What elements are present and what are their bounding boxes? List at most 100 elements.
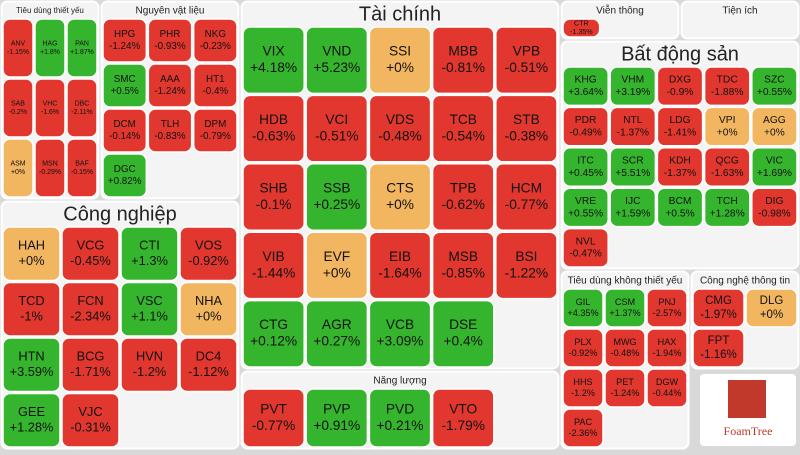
group-title: Tài chính [359,3,441,25]
tile-change: -1.41% [664,127,696,138]
tile-change: +0% [717,127,738,138]
tile [34,138,66,198]
tile-ticker: PVD [386,401,414,416]
tile-ticker: VSC [136,293,162,308]
tile [703,187,751,228]
tile-change: -0.23% [200,41,231,52]
tile [66,18,98,78]
tile-change: +0% [764,127,785,138]
tile-change: -0.2% [9,109,27,116]
tile-ticker: VOS [195,237,222,252]
tile [431,163,495,231]
tile-change: +0.25% [313,197,360,212]
tile [562,368,604,408]
tile-change: +3.19% [615,87,650,98]
tile-change: -0.93% [154,41,185,52]
tile-change: +0% [195,308,221,323]
tile [609,187,657,228]
tile-change: -0.38% [505,128,548,143]
tile [66,138,98,198]
tile-ticker: SMC [114,74,136,85]
group-title: Nguyên vật liệu [136,6,205,17]
tile-change: -1% [20,308,43,323]
tile [562,106,609,147]
tile [495,231,558,300]
tile-change: -0.85% [441,265,484,280]
tile-change: +1.69% [757,168,792,179]
tile-ticker: VCG [77,237,105,252]
tile [656,147,704,187]
tile [34,18,66,78]
tile-ticker: VDS [386,112,414,127]
tile-ticker: HVN [136,348,163,363]
tile [431,26,495,95]
logo-mark [728,380,766,418]
tile-ticker: FCN [77,293,103,308]
tile-ticker: TPB [450,180,477,195]
tile [562,18,601,38]
tile [368,299,432,368]
tile-change: -1.35% [570,28,593,36]
tile-change: -0.98% [758,208,790,219]
tile [2,78,34,138]
tile [692,288,745,328]
tile-change: -0.54% [441,128,484,143]
tile-ticker: IJC [625,196,641,207]
tile [120,281,179,337]
tile-change: -0.49% [569,127,601,138]
tile-change: -1.63% [711,168,743,179]
tile [242,299,305,368]
tile-change: +1.3% [131,253,168,268]
tile [2,226,61,282]
tile [61,281,120,337]
tile-ticker: HTN [18,348,44,363]
tile-ticker: DPM [204,119,226,130]
tile [431,388,495,448]
tile-change: +0.12% [250,334,297,349]
tile-change: -0.51% [505,60,548,75]
tile-ticker: HT1 [206,74,225,85]
tile-change: -0.62% [441,197,484,212]
tile [179,226,238,282]
tile-ticker: VPB [513,44,540,59]
tile-ticker: HAX [658,337,677,347]
tile-ticker: NKG [205,29,226,40]
tile-change: +0.5% [111,86,139,97]
tile-ticker: KDH [669,156,691,167]
tile [120,337,179,393]
watermark: FoamTree [724,424,773,438]
tile-change: -0.44% [653,388,682,398]
tile-ticker: HCM [511,180,542,195]
tile [2,18,34,78]
tile-ticker: DIG [765,196,783,207]
tile-ticker: SHB [259,180,287,195]
tile-change: +0.91% [313,418,360,433]
tile-ticker: VHC [43,101,58,108]
tile-change: -0.31% [70,419,111,434]
tile [646,328,688,368]
tile-ticker: NTL [623,115,643,126]
tile-ticker: VTO [449,401,477,416]
tile [604,368,646,408]
tile-ticker: DXG [669,75,691,86]
tile-change: -1.2% [133,364,166,379]
tile-ticker: DGC [114,164,136,175]
tile-change: +5.23% [313,60,360,75]
tile-ticker: TCD [18,293,44,308]
tile-ticker: PLX [574,337,591,347]
tile-ticker: VND [322,44,351,59]
tile-change: +0% [386,60,414,75]
tile-change: -0.15% [71,169,93,176]
tile [703,147,751,187]
group-title: Tiêu dùng thiết yếu [16,6,84,15]
tile-change: -2.36% [569,428,598,438]
tile-change: -1.22% [505,265,548,280]
tile [368,94,432,163]
tile-change: +0.82% [108,176,142,187]
tile-change: -0.45% [70,253,111,268]
tile [751,66,798,107]
tile-change: -0.81% [441,60,484,75]
tile [2,392,61,448]
tile-ticker: AGG [763,115,786,126]
